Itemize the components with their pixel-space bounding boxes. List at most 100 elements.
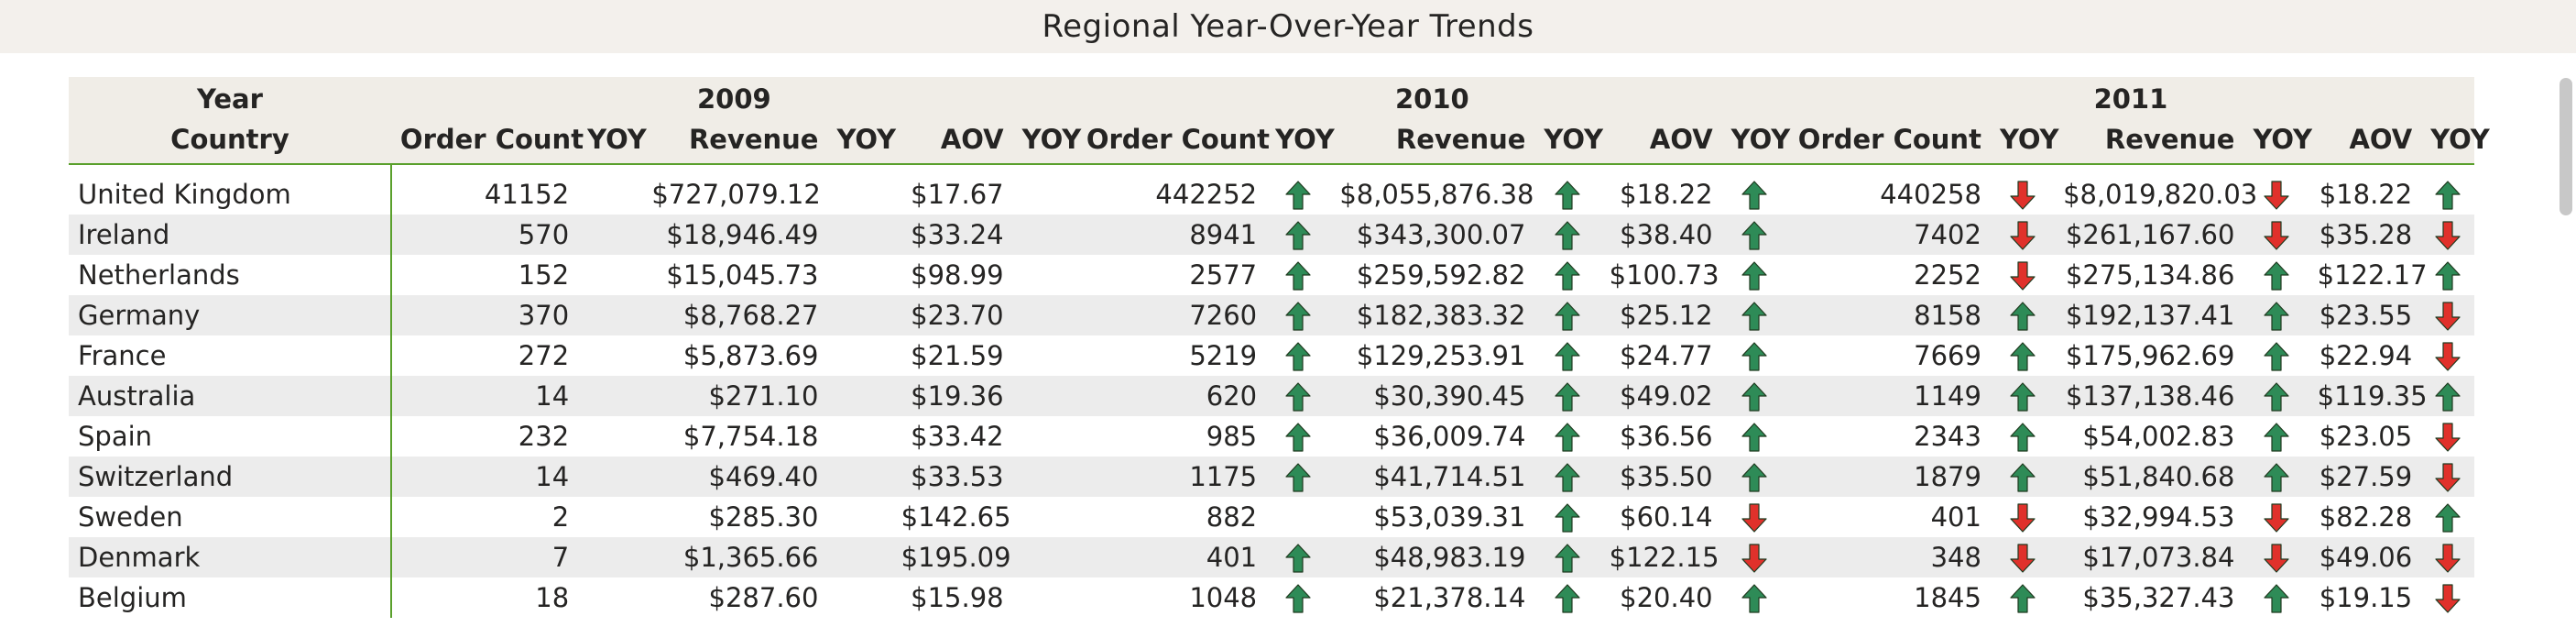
- table-row[interactable]: Spain 232 $7,754.18 $33.42 985 $36,009.74 $36.…: [69, 416, 2474, 456]
- table-row[interactable]: Australia 14 $271.10 $19.36 620 $30,390.45 $49…: [69, 376, 2474, 416]
- row-header-country[interactable]: Germany: [69, 295, 392, 336]
- cell-aov-yoy[interactable]: [1012, 295, 1077, 336]
- cell-aov-yoy[interactable]: [1013, 164, 1077, 214]
- cell-aov[interactable]: $119.35: [2308, 376, 2428, 416]
- cell-order-count[interactable]: 1149: [1786, 376, 1991, 416]
- cell-revenue-yoy[interactable]: [2243, 456, 2309, 497]
- cell-order-count-yoy[interactable]: [1991, 578, 2054, 618]
- cell-revenue-yoy[interactable]: [2243, 376, 2309, 416]
- cell-revenue-yoy[interactable]: [2243, 164, 2308, 214]
- cell-revenue-yoy[interactable]: [1534, 295, 1600, 336]
- cell-revenue-yoy[interactable]: [2243, 255, 2308, 295]
- cell-order-count-yoy[interactable]: [578, 376, 643, 416]
- cell-aov-yoy[interactable]: [2421, 537, 2474, 578]
- cell-aov-yoy[interactable]: [1013, 336, 1077, 376]
- column-header-revenue-2011[interactable]: Revenue: [2054, 119, 2244, 165]
- table-row[interactable]: United Kingdom 41152 $727,079.12 $17.67 4422…: [69, 164, 2474, 214]
- cell-revenue[interactable]: $271.10: [642, 376, 828, 416]
- cell-aov[interactable]: $19.15: [2319, 582, 2413, 613]
- cell-aov[interactable]: $22.94: [2319, 340, 2413, 371]
- cell-revenue[interactable]: $21,378.14: [1373, 582, 1526, 613]
- column-header-aov-2011[interactable]: AOV: [2308, 119, 2422, 165]
- row-header-country[interactable]: Denmark: [69, 537, 392, 578]
- cell-order-count-yoy[interactable]: [578, 578, 642, 618]
- cell-revenue-yoy[interactable]: [827, 376, 892, 416]
- cell-revenue[interactable]: $15,045.73: [666, 259, 819, 291]
- cell-aov-yoy[interactable]: [1012, 537, 1077, 578]
- table-row[interactable]: Switzerland 14 $469.40 $33.53 1175 $41,714.51…: [69, 456, 2474, 497]
- cell-revenue[interactable]: $287.60: [708, 582, 819, 613]
- column-header-revenue-2010[interactable]: Revenue: [1330, 119, 1535, 165]
- cell-aov-yoy[interactable]: [1722, 416, 1787, 456]
- cell-aov-yoy[interactable]: [2421, 376, 2474, 416]
- cell-revenue-yoy[interactable]: [1534, 164, 1599, 214]
- cell-order-count-yoy[interactable]: [1990, 456, 2055, 497]
- cell-aov[interactable]: $35.50: [1599, 456, 1722, 497]
- cell-revenue[interactable]: $35,327.43: [2082, 582, 2235, 613]
- cell-order-count-yoy[interactable]: [578, 255, 642, 295]
- cell-revenue-yoy[interactable]: [2243, 336, 2308, 376]
- cell-revenue[interactable]: $41,714.51: [1330, 456, 1535, 497]
- cell-order-count-yoy[interactable]: [578, 497, 642, 537]
- cell-revenue[interactable]: $175,962.69: [2065, 340, 2235, 371]
- cell-aov[interactable]: $36.56: [1620, 421, 1713, 452]
- cell-order-count-yoy[interactable]: [1266, 214, 1331, 255]
- table-row[interactable]: Netherlands 152 $15,045.73 $98.99 2577 $259,5…: [69, 255, 2474, 295]
- cell-revenue[interactable]: $343,300.07: [1330, 214, 1535, 255]
- cell-revenue[interactable]: $261,167.60: [2054, 214, 2244, 255]
- cell-aov[interactable]: $38.40: [1599, 214, 1722, 255]
- cell-aov-yoy[interactable]: [1722, 497, 1787, 537]
- cell-revenue[interactable]: $8,055,876.38: [1339, 179, 1534, 210]
- cell-order-count-yoy[interactable]: [1991, 336, 2054, 376]
- row-header-country[interactable]: Spain: [69, 416, 392, 456]
- column-header-aov-yoy-2009[interactable]: YOY: [1012, 119, 1081, 165]
- cell-order-count-yoy[interactable]: [1266, 255, 1330, 295]
- column-header-order-count-2011[interactable]: Order Count: [1786, 119, 1991, 165]
- cell-aov-yoy[interactable]: [1013, 416, 1077, 456]
- cell-revenue-yoy[interactable]: [827, 255, 891, 295]
- cell-aov-yoy[interactable]: [1013, 255, 1077, 295]
- cell-order-count-yoy[interactable]: [1266, 336, 1330, 376]
- year-header-2010[interactable]: 2010: [1076, 77, 1787, 119]
- cell-order-count[interactable]: 1879: [1786, 456, 1991, 497]
- column-header-aov-2009[interactable]: AOV: [891, 119, 1013, 165]
- row-header-country[interactable]: France: [69, 336, 392, 376]
- cell-aov-yoy[interactable]: [1722, 255, 1787, 295]
- cell-aov-yoy[interactable]: [2421, 456, 2474, 497]
- cell-aov[interactable]: $60.14: [1620, 501, 1713, 533]
- year-header-2011[interactable]: 2011: [1786, 77, 2474, 119]
- row-label-country[interactable]: Country: [69, 119, 391, 165]
- cell-order-count[interactable]: 272: [518, 340, 570, 371]
- cell-order-count-yoy[interactable]: [1990, 214, 2055, 255]
- cell-aov-yoy[interactable]: [2421, 578, 2474, 618]
- cell-order-count[interactable]: 7: [390, 537, 579, 578]
- cell-revenue-yoy[interactable]: [827, 164, 891, 214]
- column-header-aov-yoy-2010[interactable]: YOY: [1721, 119, 1790, 165]
- cell-order-count-yoy[interactable]: [1991, 164, 2054, 214]
- cell-revenue-yoy[interactable]: [1534, 497, 1599, 537]
- cell-revenue-yoy[interactable]: [1534, 214, 1600, 255]
- cell-revenue-yoy[interactable]: [2243, 578, 2308, 618]
- column-header-aov-2010[interactable]: AOV: [1599, 119, 1722, 165]
- cell-order-count[interactable]: 2252: [1914, 259, 1981, 291]
- cell-revenue-yoy[interactable]: [827, 295, 892, 336]
- cell-order-count[interactable]: 14: [390, 456, 579, 497]
- cell-revenue-yoy[interactable]: [827, 456, 892, 497]
- cell-aov[interactable]: $19.36: [891, 376, 1013, 416]
- cell-aov[interactable]: $20.40: [1620, 582, 1713, 613]
- cell-revenue[interactable]: $54,002.83: [2082, 421, 2235, 452]
- cell-order-count[interactable]: 985: [1206, 421, 1258, 452]
- cell-aov[interactable]: $98.99: [911, 259, 1004, 291]
- cell-revenue[interactable]: $18,946.49: [642, 214, 828, 255]
- cell-order-count[interactable]: 232: [518, 421, 570, 452]
- cell-order-count-yoy[interactable]: [1266, 537, 1331, 578]
- cell-aov-yoy[interactable]: [2421, 214, 2474, 255]
- cell-order-count-yoy[interactable]: [1266, 578, 1330, 618]
- cell-aov-yoy[interactable]: [2421, 164, 2474, 214]
- cell-aov-yoy[interactable]: [1013, 578, 1077, 618]
- cell-revenue[interactable]: $17,073.84: [2054, 537, 2244, 578]
- cell-aov-yoy[interactable]: [2421, 497, 2474, 537]
- cell-revenue[interactable]: $182,383.32: [1330, 295, 1535, 336]
- cell-order-count-yoy[interactable]: [578, 416, 642, 456]
- cell-aov-yoy[interactable]: [1722, 164, 1787, 214]
